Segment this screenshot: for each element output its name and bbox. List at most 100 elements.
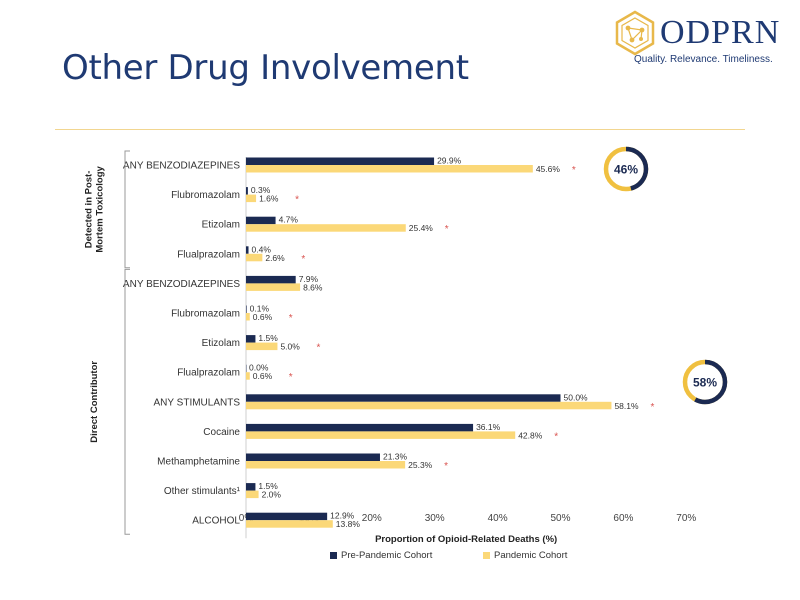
pandemic-bar (246, 224, 406, 232)
pre-pandemic-bar (246, 275, 296, 284)
x-tick-label: 20% (362, 513, 382, 524)
pandemic-value-label: 42.8% (518, 430, 543, 440)
pandemic-value-label: 25.3% (408, 460, 433, 470)
pandemic-bar (246, 461, 406, 469)
category-label: Cocaine (203, 427, 240, 438)
significance-star: * (289, 372, 293, 383)
pandemic-value-label: 58.1% (614, 401, 639, 411)
category-label: ALCOHOL (192, 516, 240, 527)
pandemic-bar (246, 253, 263, 262)
x-tick-label: 40% (488, 513, 508, 524)
pre-pandemic-bar (246, 157, 435, 165)
pandemic-bar (246, 342, 278, 351)
logo-wordmark: ODPRN (660, 14, 781, 51)
pre-pandemic-bar (246, 394, 561, 402)
pre-pandemic-bar (246, 246, 249, 254)
pre-pandemic-value-label: 21.3% (383, 452, 408, 462)
pandemic-value-label: 2.6% (265, 253, 285, 263)
x-tick-label: 30% (425, 513, 445, 524)
pre-pandemic-value-label: 0.3% (251, 185, 271, 195)
significance-star: * (650, 402, 654, 413)
category-label: Other stimulants¹ (164, 486, 241, 497)
odprn-logo: ODPRN Quality. Relevance. Timeliness. (612, 10, 797, 72)
callout-percent-label: 58% (693, 376, 717, 390)
title-divider (55, 129, 745, 130)
pre-pandemic-value-label: 12.9% (330, 511, 355, 521)
legend-label-pre: Pre-Pandemic Cohort (341, 550, 433, 561)
legend-label-pandemic: Pandemic Cohort (494, 550, 568, 561)
pre-pandemic-value-label: 7.9% (299, 274, 319, 284)
category-label: ANY BENZODIAZEPINES (123, 161, 240, 172)
significance-star: * (445, 224, 449, 235)
pandemic-bar (246, 165, 533, 173)
pandemic-value-label: 5.0% (280, 342, 300, 352)
pre-pandemic-value-label: 0.4% (252, 244, 272, 254)
x-tick-label: 50% (550, 513, 570, 524)
pandemic-bar (246, 313, 250, 321)
pre-pandemic-value-label: 36.1% (476, 422, 501, 432)
category-label: ANY STIMULANTS (154, 397, 241, 408)
pre-pandemic-bar (246, 335, 256, 343)
pre-pandemic-value-label: 4.7% (279, 215, 299, 225)
group-label: Direct Contributor (89, 361, 100, 443)
pandemic-value-label: 13.8% (336, 519, 361, 529)
legend-swatch-pre (330, 552, 337, 559)
pre-pandemic-bar (246, 305, 247, 313)
significance-star: * (316, 343, 320, 354)
x-tick-label: 70% (676, 513, 696, 524)
category-label: Flualprazolam (177, 249, 240, 260)
pandemic-value-label: 0.6% (253, 312, 273, 322)
logo-tagline: Quality. Relevance. Timeliness. (634, 54, 773, 65)
pandemic-value-label: 45.6% (536, 164, 561, 174)
category-label: Etizolam (202, 338, 240, 349)
category-label: ANY BENZODIAZEPINES (123, 279, 240, 290)
pandemic-bar (246, 431, 516, 439)
pandemic-bar (246, 194, 257, 203)
pre-pandemic-bar (246, 483, 256, 491)
pandemic-value-label: 8.6% (303, 282, 323, 292)
significance-star: * (295, 195, 299, 206)
pandemic-bar (246, 401, 612, 410)
pandemic-bar (246, 490, 259, 499)
x-tick-label: 60% (613, 513, 633, 524)
callout-percent-label: 46% (614, 163, 638, 177)
pre-pandemic-bar (246, 187, 248, 195)
significance-star: * (289, 313, 293, 324)
pandemic-bar (246, 283, 301, 291)
pre-pandemic-value-label: 50.0% (564, 392, 589, 402)
category-label: Flubromazolam (171, 309, 240, 320)
pandemic-value-label: 25.4% (409, 223, 434, 233)
category-label: Flualprazolam (177, 368, 240, 379)
callout-ring-fill (603, 146, 649, 192)
pre-pandemic-value-label: 1.5% (258, 333, 278, 343)
pre-pandemic-bar (246, 423, 474, 432)
significance-star: * (301, 254, 305, 265)
group-label: Mortem Toxicology (95, 165, 106, 252)
significance-star: * (572, 165, 576, 176)
page-title: Other Drug Involvement (62, 48, 469, 88)
pre-pandemic-bar (246, 216, 276, 225)
pandemic-value-label: 1.6% (259, 194, 279, 204)
callout-ring-fill (682, 359, 728, 405)
group-label: Detected in Post- (84, 171, 95, 249)
pre-pandemic-value-label: 0.0% (249, 363, 269, 373)
pre-pandemic-value-label: 1.5% (258, 481, 278, 491)
legend-swatch-pandemic (483, 552, 490, 559)
significance-star: * (444, 461, 448, 472)
pandemic-bar (246, 372, 250, 380)
group-bracket (124, 150, 130, 269)
category-label: Methamphetamine (157, 457, 240, 468)
x-axis-title: Proportion of Opioid-Related Deaths (%) (375, 534, 557, 545)
pre-pandemic-value-label: 0.1% (250, 304, 270, 314)
pandemic-value-label: 0.6% (253, 371, 273, 381)
hexagon-network-icon (615, 10, 655, 56)
pre-pandemic-bar (246, 512, 328, 521)
pre-pandemic-bar (246, 453, 380, 461)
category-label: Etizolam (202, 220, 240, 231)
pre-pandemic-value-label: 29.9% (437, 156, 462, 166)
significance-star: * (554, 431, 558, 442)
group-bracket (124, 268, 130, 535)
pandemic-bar (246, 520, 333, 528)
pandemic-value-label: 2.0% (262, 490, 282, 500)
